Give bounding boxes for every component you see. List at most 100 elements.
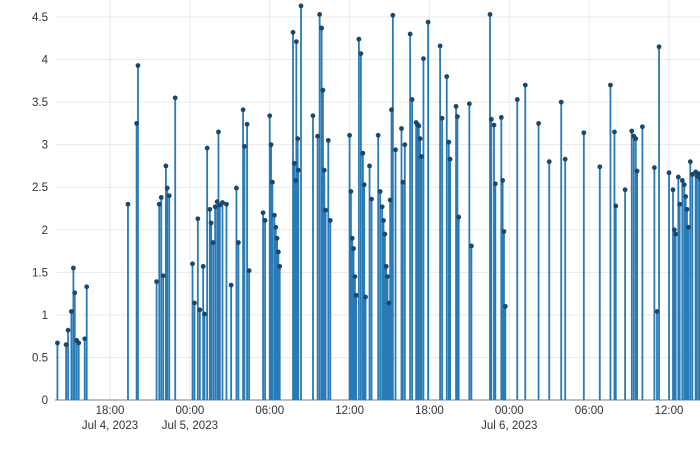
stem-dot[interactable]: [501, 229, 507, 234]
stem-dot[interactable]: [419, 154, 424, 159]
stem-dot[interactable]: [466, 101, 472, 107]
stem-dot[interactable]: [293, 178, 299, 183]
stem-dot[interactable]: [608, 82, 613, 88]
stem-dot[interactable]: [685, 224, 691, 230]
stem-dot[interactable]: [267, 113, 273, 119]
stem-dot[interactable]: [234, 185, 239, 191]
stem-dot[interactable]: [417, 136, 423, 142]
stem-dot[interactable]: [353, 292, 359, 298]
stem-dot[interactable]: [487, 12, 493, 17]
stem-dot[interactable]: [389, 107, 394, 113]
stem-dot[interactable]: [622, 187, 628, 193]
stem-dot[interactable]: [382, 231, 388, 237]
stem-dot[interactable]: [379, 204, 385, 210]
stem-dot[interactable]: [315, 133, 321, 139]
stem-dot[interactable]: [212, 204, 218, 210]
stem-dot[interactable]: [242, 143, 247, 149]
stem-dot[interactable]: [689, 172, 695, 177]
stem-dot[interactable]: [260, 210, 266, 216]
stem-dot[interactable]: [437, 43, 443, 49]
stem-dot[interactable]: [683, 194, 689, 199]
stem-dot[interactable]: [76, 340, 82, 346]
stem-dot[interactable]: [69, 309, 74, 314]
stem-dot[interactable]: [399, 126, 404, 131]
stem-dot[interactable]: [291, 160, 297, 166]
stem-dot[interactable]: [295, 136, 301, 142]
stem-dot[interactable]: [290, 29, 296, 35]
stem-dot[interactable]: [323, 207, 329, 213]
stem-dot[interactable]: [681, 182, 687, 188]
stem-dot[interactable]: [320, 87, 326, 93]
stem-dot[interactable]: [381, 218, 386, 223]
stem-dot[interactable]: [385, 274, 390, 279]
stem-dot[interactable]: [72, 290, 78, 296]
stem-dot[interactable]: [407, 31, 413, 37]
stem-dot[interactable]: [488, 116, 494, 122]
stem-dot[interactable]: [244, 121, 250, 127]
stem-dot[interactable]: [651, 165, 657, 171]
stem-dot[interactable]: [325, 138, 331, 143]
stem-dot[interactable]: [670, 187, 676, 193]
stem-dot[interactable]: [687, 159, 693, 165]
stem-dot[interactable]: [409, 97, 415, 102]
stem-dot[interactable]: [158, 195, 164, 200]
stem-dot[interactable]: [195, 216, 201, 222]
stem-dot[interactable]: [319, 25, 325, 31]
stem-dot[interactable]: [269, 179, 275, 185]
stem-dot[interactable]: [210, 240, 216, 245]
stem-dot[interactable]: [597, 164, 603, 170]
stem-dot[interactable]: [640, 124, 645, 130]
stem-dot[interactable]: [293, 39, 299, 45]
stem-dot[interactable]: [400, 179, 406, 185]
stem-dot[interactable]: [317, 12, 323, 17]
stem-dot[interactable]: [160, 273, 166, 279]
stem-dot[interactable]: [447, 156, 453, 162]
stem-dot[interactable]: [164, 185, 170, 191]
stem-dot[interactable]: [671, 227, 677, 233]
stem-dot[interactable]: [679, 178, 685, 183]
stem-dot[interactable]: [360, 150, 366, 156]
stem-dot[interactable]: [634, 168, 640, 174]
stem-dot[interactable]: [204, 145, 210, 151]
stem-dot[interactable]: [63, 342, 69, 348]
stem-dot[interactable]: [369, 196, 374, 202]
stem-dot[interactable]: [125, 201, 131, 207]
stem-dot[interactable]: [208, 220, 214, 226]
stem-dot[interactable]: [377, 189, 383, 194]
stem-dot[interactable]: [612, 129, 617, 135]
stem-dot[interactable]: [416, 123, 422, 129]
stem-dot[interactable]: [453, 103, 459, 109]
stem-dot[interactable]: [197, 307, 203, 313]
stem-dot[interactable]: [677, 201, 683, 207]
stem-dot[interactable]: [367, 163, 372, 169]
stem-dot[interactable]: [425, 19, 431, 25]
stem-dot[interactable]: [361, 182, 367, 188]
stem-dot[interactable]: [224, 201, 229, 207]
stem-dot[interactable]: [274, 235, 280, 241]
stem-dot[interactable]: [348, 189, 354, 194]
stem-dot[interactable]: [581, 130, 587, 136]
stem-dot[interactable]: [673, 231, 679, 237]
stem-dot[interactable]: [295, 167, 301, 173]
stem-dot[interactable]: [327, 218, 333, 223]
stem-dot[interactable]: [363, 294, 368, 300]
stem-dot[interactable]: [135, 63, 141, 68]
stem-dot[interactable]: [546, 159, 552, 165]
stem-dot[interactable]: [492, 181, 498, 187]
stem-dot[interactable]: [613, 203, 619, 209]
stem-dot[interactable]: [666, 170, 672, 176]
stem-dot[interactable]: [207, 206, 213, 212]
stem-dot[interactable]: [321, 167, 327, 173]
stem-dot[interactable]: [228, 282, 234, 288]
stem-dot[interactable]: [358, 51, 364, 57]
stem-dot[interactable]: [84, 284, 90, 290]
stem-dot[interactable]: [236, 240, 241, 245]
stem-dot[interactable]: [386, 300, 392, 306]
stem-dot[interactable]: [246, 268, 252, 274]
stem-dot[interactable]: [491, 122, 497, 128]
stem-dot[interactable]: [444, 74, 450, 79]
stem-dot[interactable]: [654, 309, 660, 314]
stem-dot[interactable]: [387, 197, 393, 203]
stem-dot[interactable]: [65, 327, 71, 333]
